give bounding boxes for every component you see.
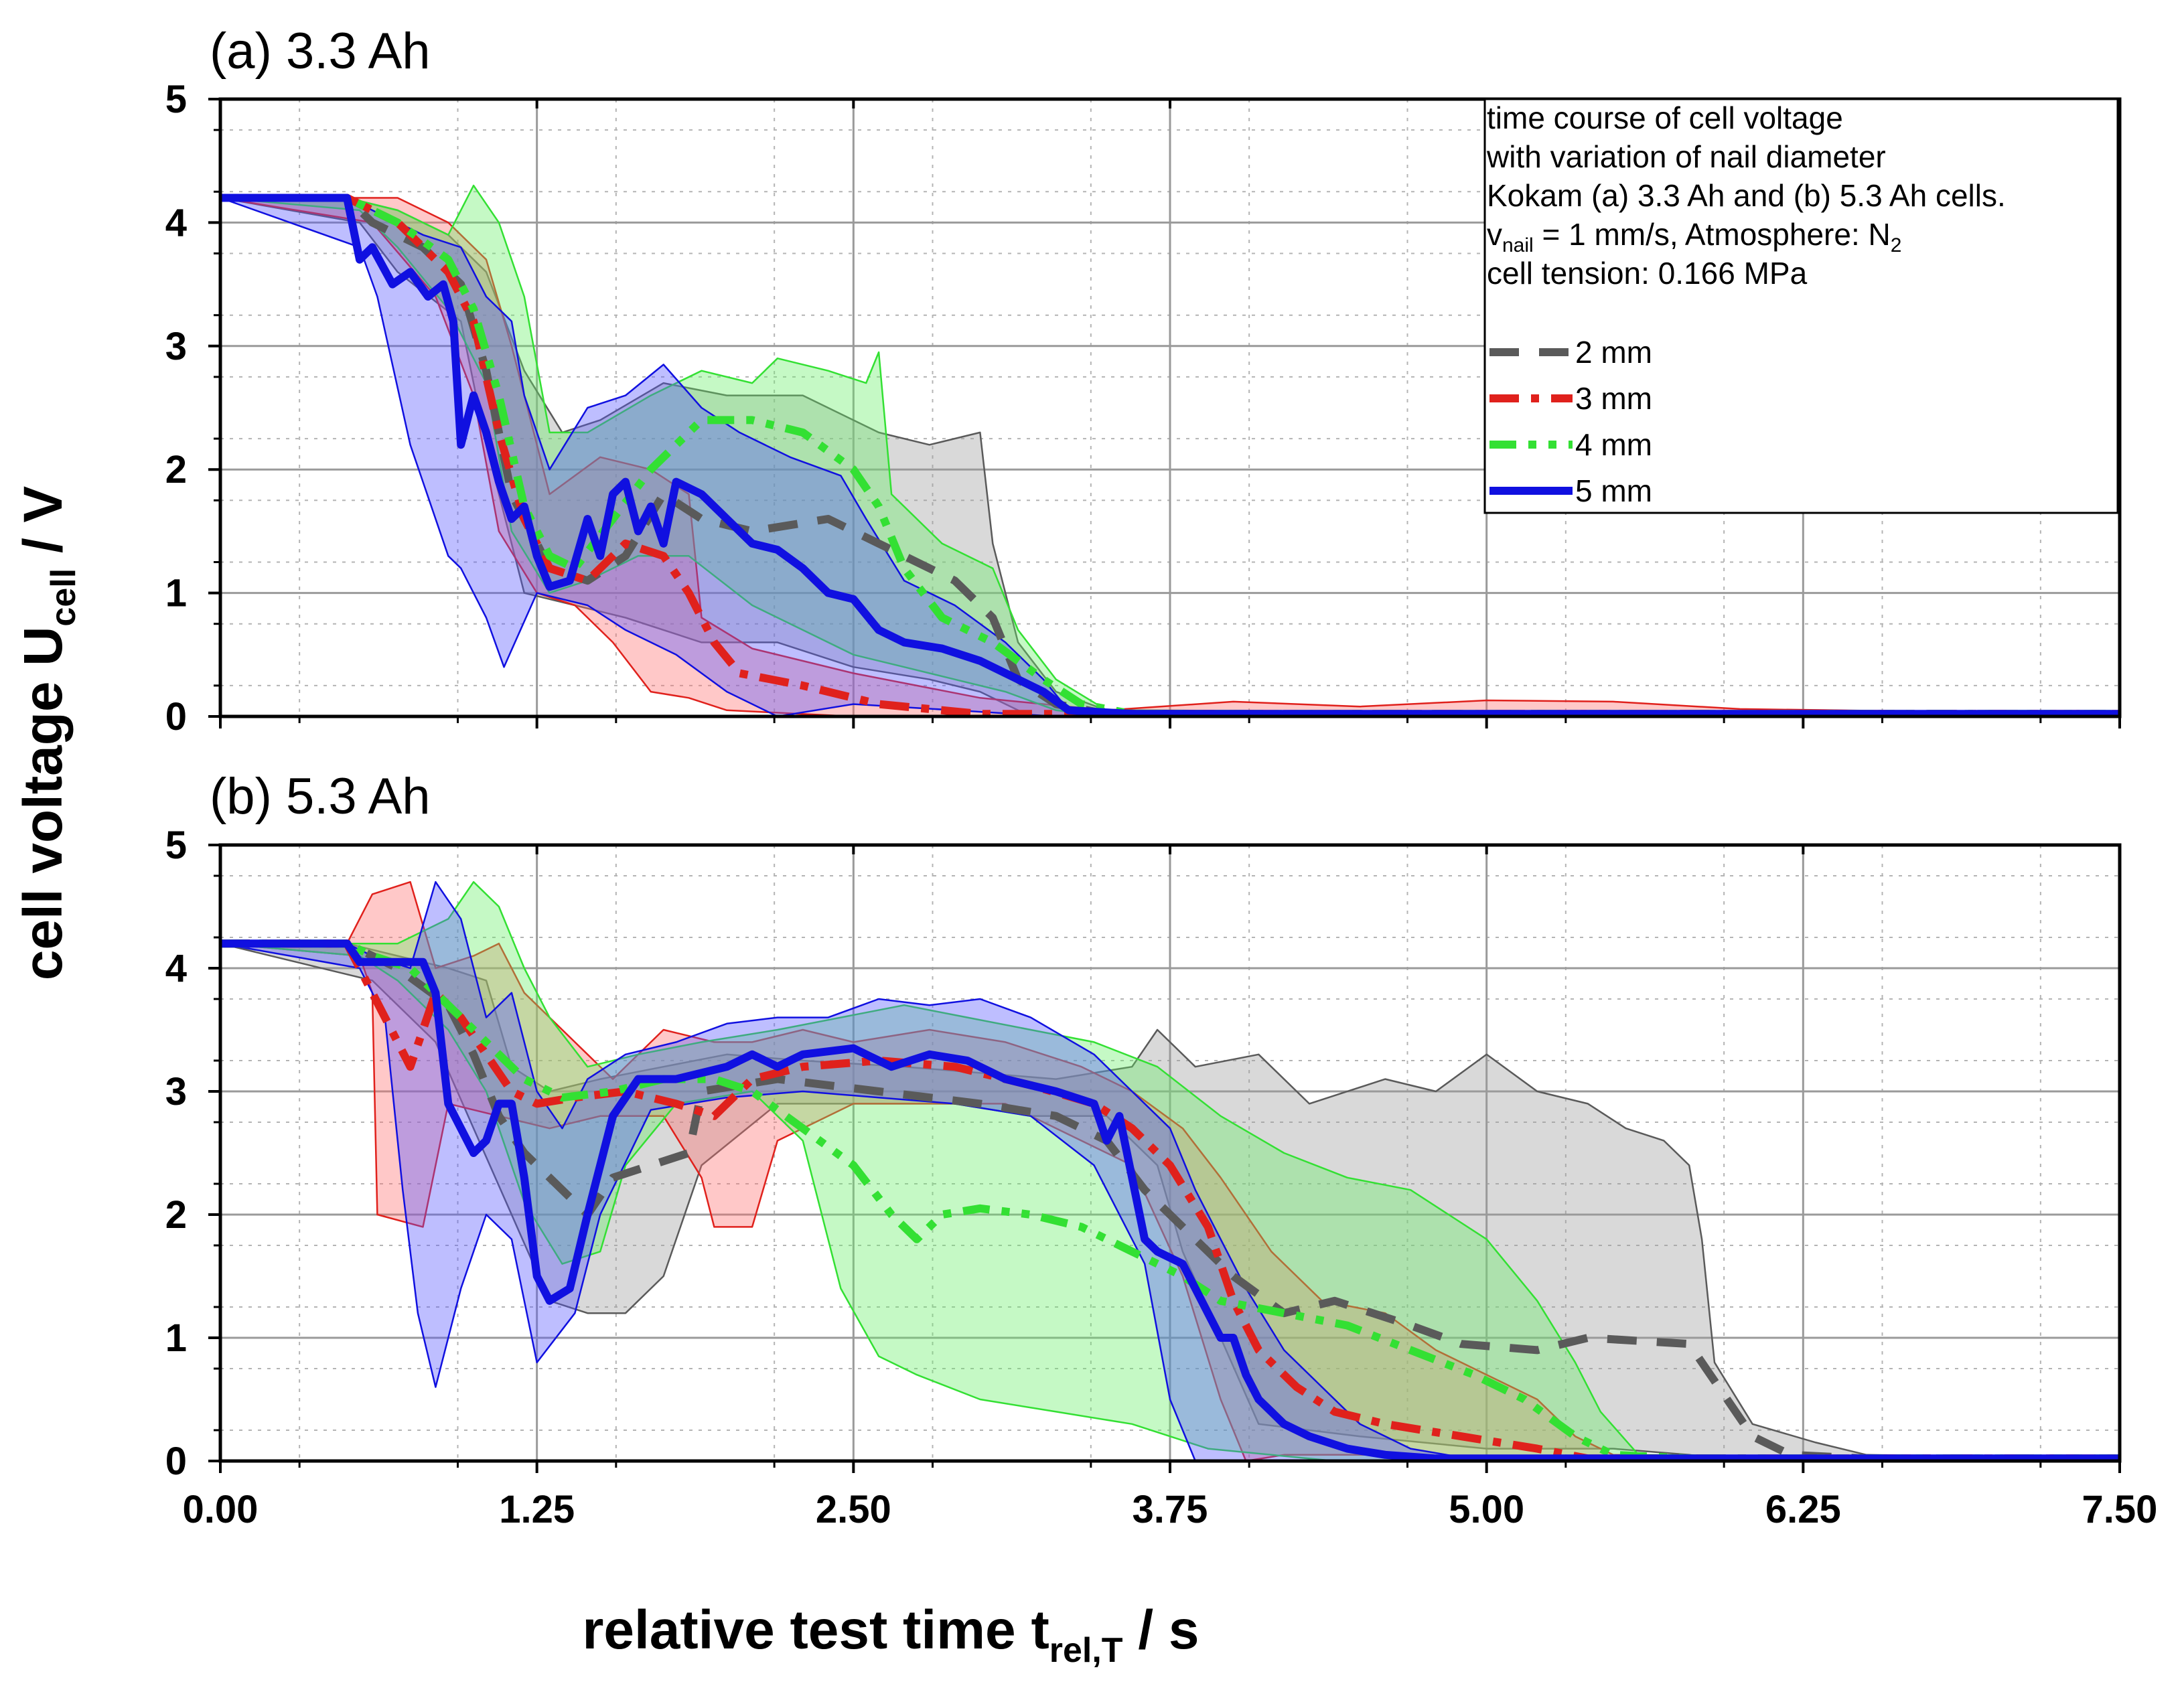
x-tick-label: 2.50 [816, 1488, 891, 1531]
y-tick-label: 4 [165, 947, 187, 990]
x-tick-label: 6.25 [1765, 1488, 1841, 1531]
y-tick-label: 5 [165, 824, 187, 867]
legend-line-1: time course of cell voltage [1487, 100, 1843, 135]
y-tick-label: 2 [165, 1193, 187, 1237]
series-line-2mm [220, 939, 2120, 1463]
panel-b: (b) 5.3 Ah 0.00 1.25 2.50 3.75 5.00 6.25 7.50 0… [165, 768, 2158, 1531]
series-line-4mm [220, 194, 2120, 718]
y-tick-label: 1 [165, 1316, 187, 1360]
panel-a-title: (a) 3.3 Ah [210, 23, 431, 80]
legend-label-3mm: 3 mm [1575, 381, 1652, 416]
y-tick-label: 2 [165, 448, 187, 491]
series-line-3mm [220, 939, 2120, 1463]
series-line-5mm [220, 939, 2120, 1463]
x-tick-label: 1.25 [499, 1488, 575, 1531]
y-tick-label: 0 [165, 695, 187, 739]
legend: time course of cell voltage with variati… [1483, 98, 2119, 514]
x-tick-label: 5.00 [1449, 1488, 1524, 1531]
y-tick-label: 3 [165, 325, 187, 368]
legend-label-5mm: 5 mm [1575, 473, 1652, 508]
x-tick-label: 0.00 [183, 1488, 259, 1531]
y-tick-label: 0 [165, 1440, 187, 1483]
x-tick-label: 3.75 [1133, 1488, 1208, 1531]
band-5mm [219, 197, 2121, 718]
legend-line-vnail: vnail = 1 mm/s, Atmosphere: N2 [1487, 217, 1901, 256]
legend-label-2mm: 2 mm [1575, 335, 1652, 370]
legend-line-tension: cell tension: 0.166 MPa [1487, 256, 1808, 291]
legend-box [1483, 98, 2119, 514]
y-tick-label: 4 [165, 201, 187, 244]
y-tick-label: 1 [165, 572, 187, 615]
series-line-5mm [220, 194, 2120, 718]
panel-a: (a) 3.3 Ah 0 1 2 3 4 5 [165, 23, 2122, 739]
series-line-4mm [220, 939, 2120, 1463]
series-line-3mm [220, 194, 2120, 718]
legend-label-4mm: 4 mm [1575, 427, 1652, 462]
y-tick-label: 5 [165, 78, 187, 121]
x-tick-label: 7.50 [2082, 1488, 2158, 1531]
legend-line-2: with variation of nail diameter [1486, 139, 1886, 174]
y-axis-title: cell voltage Ucell / V [13, 485, 83, 980]
x-axis-title: relative test time trel,T / s [582, 1600, 1199, 1670]
y-tick-label: 3 [165, 1070, 187, 1113]
band-3mm [219, 197, 2121, 718]
legend-line-3: Kokam (a) 3.3 Ah and (b) 5.3 Ah cells. [1487, 178, 2006, 213]
panel-b-title: (b) 5.3 Ah [210, 768, 431, 825]
